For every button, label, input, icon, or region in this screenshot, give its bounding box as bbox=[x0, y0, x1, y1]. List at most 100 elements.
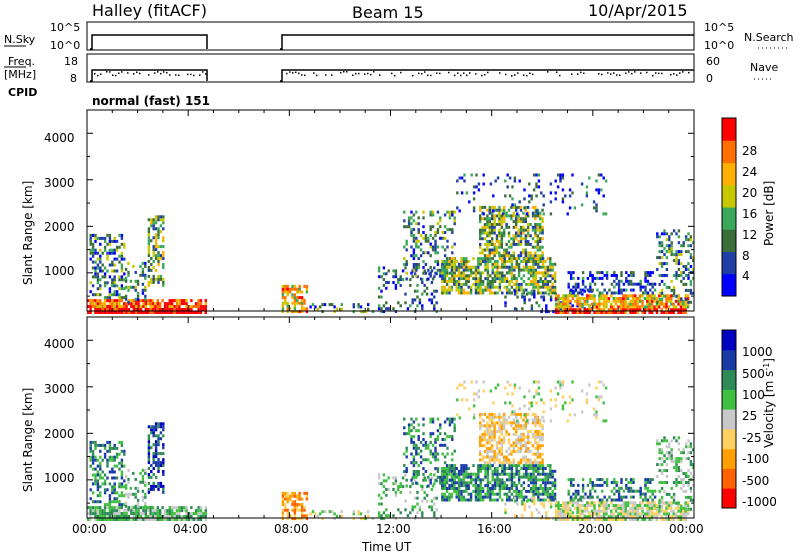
velocity-cell bbox=[507, 458, 511, 462]
velocity-cell bbox=[495, 421, 499, 425]
velocity-cell bbox=[448, 492, 451, 496]
velocity-cell bbox=[522, 432, 525, 436]
velocity-cell bbox=[163, 509, 167, 513]
power-cell bbox=[684, 297, 688, 301]
power-cell bbox=[539, 214, 542, 218]
power-cell bbox=[111, 305, 114, 308]
power-cell bbox=[533, 292, 536, 296]
power-cell bbox=[453, 216, 456, 220]
power-cell bbox=[532, 280, 535, 283]
velocity-cell bbox=[554, 499, 558, 503]
velocity-cell bbox=[602, 401, 605, 405]
power-cell bbox=[675, 253, 678, 257]
velocity-cell bbox=[658, 442, 661, 446]
velocity-cell bbox=[602, 515, 606, 519]
velocity-cell bbox=[520, 495, 523, 499]
velocity-cell bbox=[510, 487, 514, 490]
velocity-cell bbox=[168, 509, 171, 513]
velocity-cell bbox=[187, 515, 191, 518]
velocity-cell bbox=[144, 495, 147, 499]
velocity-cell bbox=[501, 478, 504, 482]
power-cell bbox=[130, 302, 133, 306]
velocity-cell bbox=[524, 415, 527, 419]
velocity-cell bbox=[500, 415, 503, 419]
power-cell bbox=[407, 222, 411, 226]
power-cell bbox=[147, 266, 151, 269]
velocity-cell bbox=[569, 506, 572, 510]
power-cell bbox=[536, 240, 539, 243]
power-cell bbox=[431, 210, 435, 214]
power-cell bbox=[135, 302, 138, 306]
power-cell bbox=[154, 268, 158, 272]
power-cell bbox=[562, 302, 565, 306]
power-cell bbox=[677, 235, 681, 239]
velocity-cell bbox=[144, 483, 147, 487]
velocity-cell bbox=[477, 484, 480, 488]
power-cell bbox=[479, 291, 482, 295]
velocity-cell bbox=[507, 421, 511, 425]
velocity-cell bbox=[537, 464, 540, 468]
velocity-cell bbox=[641, 518, 644, 521]
velocity-cell bbox=[653, 495, 657, 499]
power-cell bbox=[463, 173, 466, 177]
velocity-cell bbox=[675, 457, 678, 461]
velocity-cell bbox=[296, 505, 299, 509]
power-cell bbox=[583, 308, 587, 312]
nave-dot bbox=[202, 71, 204, 73]
nave-dot bbox=[556, 71, 558, 73]
velocity-cell bbox=[141, 477, 145, 481]
velocity-cell bbox=[411, 482, 414, 486]
velocity-cell bbox=[94, 509, 97, 513]
velocity-cell bbox=[508, 487, 511, 490]
power-cell bbox=[517, 262, 521, 266]
power-cell bbox=[397, 278, 400, 282]
velocity-cell bbox=[152, 473, 155, 476]
power-cell bbox=[564, 297, 567, 300]
velocity-cell bbox=[150, 425, 153, 429]
power-cell bbox=[667, 305, 671, 309]
velocity-cell bbox=[559, 518, 563, 521]
velocity-cell bbox=[159, 437, 163, 441]
velocity-cell bbox=[684, 489, 688, 493]
velocity-cell bbox=[539, 447, 542, 450]
velocity-cell bbox=[583, 496, 586, 500]
velocity-cell bbox=[152, 458, 155, 462]
velocity-cell bbox=[517, 492, 521, 496]
power-cell bbox=[663, 232, 666, 236]
velocity-cell bbox=[581, 518, 584, 521]
power-cell bbox=[532, 265, 535, 269]
velocity-cell bbox=[581, 509, 584, 513]
power-cell bbox=[445, 271, 449, 275]
nave-dot bbox=[418, 72, 420, 75]
velocity-cell bbox=[656, 475, 659, 478]
velocity-cell bbox=[508, 464, 511, 468]
velocity-cell bbox=[505, 472, 509, 476]
power-cell bbox=[479, 274, 482, 278]
power-cell bbox=[491, 211, 494, 215]
velocity-cell bbox=[132, 471, 135, 475]
velocity-cell bbox=[643, 518, 647, 521]
power-cell bbox=[159, 305, 162, 308]
velocity-cell bbox=[427, 458, 430, 462]
velocity-cell bbox=[441, 498, 444, 502]
power-cell bbox=[600, 302, 603, 306]
velocity-cell bbox=[501, 487, 504, 490]
velocity-cell bbox=[539, 478, 542, 482]
nave-dot bbox=[97, 74, 99, 77]
velocity-cell bbox=[521, 514, 524, 518]
velocity-cell bbox=[429, 432, 432, 436]
power-cell bbox=[382, 310, 386, 314]
power-cell bbox=[687, 232, 690, 236]
velocity-cell bbox=[157, 434, 160, 438]
velocity-cell bbox=[589, 481, 592, 484]
power-cell bbox=[568, 188, 572, 192]
power-cell bbox=[682, 308, 685, 312]
power-cell bbox=[422, 225, 425, 229]
power-cell bbox=[455, 280, 458, 283]
velocity-cell bbox=[293, 503, 297, 507]
velocity-cell bbox=[130, 518, 133, 521]
velocity-cell bbox=[460, 481, 463, 485]
power-cell bbox=[157, 227, 160, 231]
velocity-cell bbox=[527, 449, 530, 453]
power-cell bbox=[519, 242, 523, 246]
